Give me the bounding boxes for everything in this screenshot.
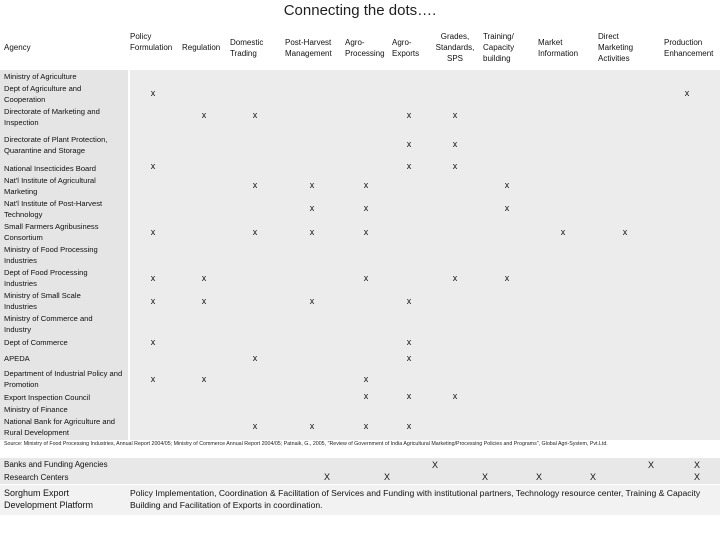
mark: x [452, 110, 458, 120]
mark: x [684, 88, 690, 98]
header-domestic-trading: Domestic Trading [230, 38, 264, 58]
sorghum-description: Policy Implementation, Coordination & Fa… [130, 488, 701, 510]
agency-dept-agriculture: Dept of Agriculture and Cooperation [4, 84, 82, 105]
header-training: Training/ Capacity building [483, 32, 515, 63]
header-regulation: Regulation [182, 43, 221, 52]
mark: x [452, 161, 458, 171]
agency-dipp: Department of Industrial Policy and Prom… [4, 369, 123, 390]
mark: x [363, 421, 369, 431]
research-label: Research Centers [4, 473, 69, 482]
header-agro-processing: Agro-Processing [345, 38, 385, 58]
mark: x [406, 337, 412, 347]
sorghum-label: Sorghum Export Development Platform [4, 488, 94, 510]
mark: x [406, 421, 412, 431]
mark: x [363, 391, 369, 401]
mark: X [431, 460, 438, 470]
banks-label: Banks and Funding Agencies [4, 460, 108, 469]
agency-niam: Nat'l Institute of Agricultural Marketin… [4, 176, 96, 197]
mark: X [481, 472, 488, 482]
mark: x [252, 353, 258, 363]
mark: X [535, 472, 542, 482]
mark: x [201, 374, 207, 384]
mark: x [252, 421, 258, 431]
mark: x [504, 203, 510, 213]
mark: x [452, 391, 458, 401]
agency-ministry-finance: Ministry of Finance [4, 405, 68, 414]
mark: x [406, 353, 412, 363]
mark: x [504, 180, 510, 190]
mark: x [560, 227, 566, 237]
mark: x [150, 337, 156, 347]
mark: x [452, 139, 458, 149]
mark: x [363, 374, 369, 384]
mark: x [150, 161, 156, 171]
mark: x [150, 374, 156, 384]
mark: x [201, 296, 207, 306]
sorghum-platform-band: Sorghum Export Development Platform Poli… [0, 485, 720, 515]
agency-ministry-agriculture: Ministry of Agriculture [4, 72, 77, 81]
matrix-area [130, 70, 720, 440]
mark: x [150, 273, 156, 283]
header-market-information: Market Information [538, 38, 579, 58]
mark: x [406, 391, 412, 401]
agency-dept-food-processing: Dept of Food Processing Industries [4, 268, 88, 289]
agency-directorate-marketing: Directorate of Marketing and Inspection [4, 107, 100, 128]
slide-title: Connecting the dots…. [283, 2, 437, 19]
header-policy-formulation: Policy Formulation [130, 32, 173, 52]
agency-mofpi: Ministry of Food Processing Industries [4, 245, 98, 266]
agency-insecticides-board: National Insecticides Board [4, 164, 97, 173]
mark: x [406, 161, 412, 171]
agency-commerce-industry: Ministry of Commerce and Industry [4, 314, 93, 335]
mark: X [589, 472, 596, 482]
header-production-enhancement: Production Enhancement [664, 38, 714, 58]
mark: x [363, 180, 369, 190]
mark: x [406, 139, 412, 149]
agency-export-inspection: Export Inspection Council [4, 393, 91, 402]
agency-apeda: APEDA [4, 354, 30, 363]
mark: X [647, 460, 654, 470]
mark: X [693, 472, 700, 482]
mark: x [309, 421, 315, 431]
mark: x [252, 227, 258, 237]
agency-nabard: National Bank for Agriculture and Rural … [4, 417, 116, 438]
mark: x [252, 110, 258, 120]
mark: x [622, 227, 628, 237]
header-agency: Agency [4, 43, 31, 52]
agency-column [0, 70, 128, 440]
mark: X [693, 460, 700, 470]
header-post-harvest: Post-Harvest Management [285, 38, 332, 58]
agency-dept-commerce: Dept of Commerce [4, 338, 68, 347]
mark: x [504, 273, 510, 283]
agency-niph: Nat'l Institute of Post-Harvest Technolo… [4, 199, 103, 220]
agency-sfac: Small Farmers Agribusiness Consortium [4, 222, 99, 243]
mark: x [201, 273, 207, 283]
mark: x [309, 203, 315, 213]
mark: x [150, 88, 156, 98]
header-agro-exports: Agro-Exports [392, 38, 420, 58]
mark: x [363, 273, 369, 283]
mark: x [309, 180, 315, 190]
mark: x [309, 296, 315, 306]
mark: x [406, 296, 412, 306]
mark: x [406, 110, 412, 120]
mark: x [309, 227, 315, 237]
mark: x [150, 227, 156, 237]
banks-research-band: Banks and Funding Agencies Research Cent… [0, 458, 720, 484]
agency-directorate-plant-protection: Directorate of Plant Protection, Quarant… [4, 135, 108, 156]
mark: x [363, 227, 369, 237]
mark: x [452, 273, 458, 283]
header-direct-marketing: Direct Marketing Activities [598, 32, 634, 63]
mark: x [150, 296, 156, 306]
header-grades-standards: Grades, Standards, SPS [435, 32, 475, 63]
mark: x [252, 180, 258, 190]
mark: x [363, 203, 369, 213]
source-note: Source: Ministry of Food Processing Indu… [4, 441, 608, 447]
mark: X [323, 472, 330, 482]
mark: X [383, 472, 390, 482]
mark: x [201, 110, 207, 120]
agency-small-scale-industries: Ministry of Small Scale Industries [4, 291, 81, 312]
